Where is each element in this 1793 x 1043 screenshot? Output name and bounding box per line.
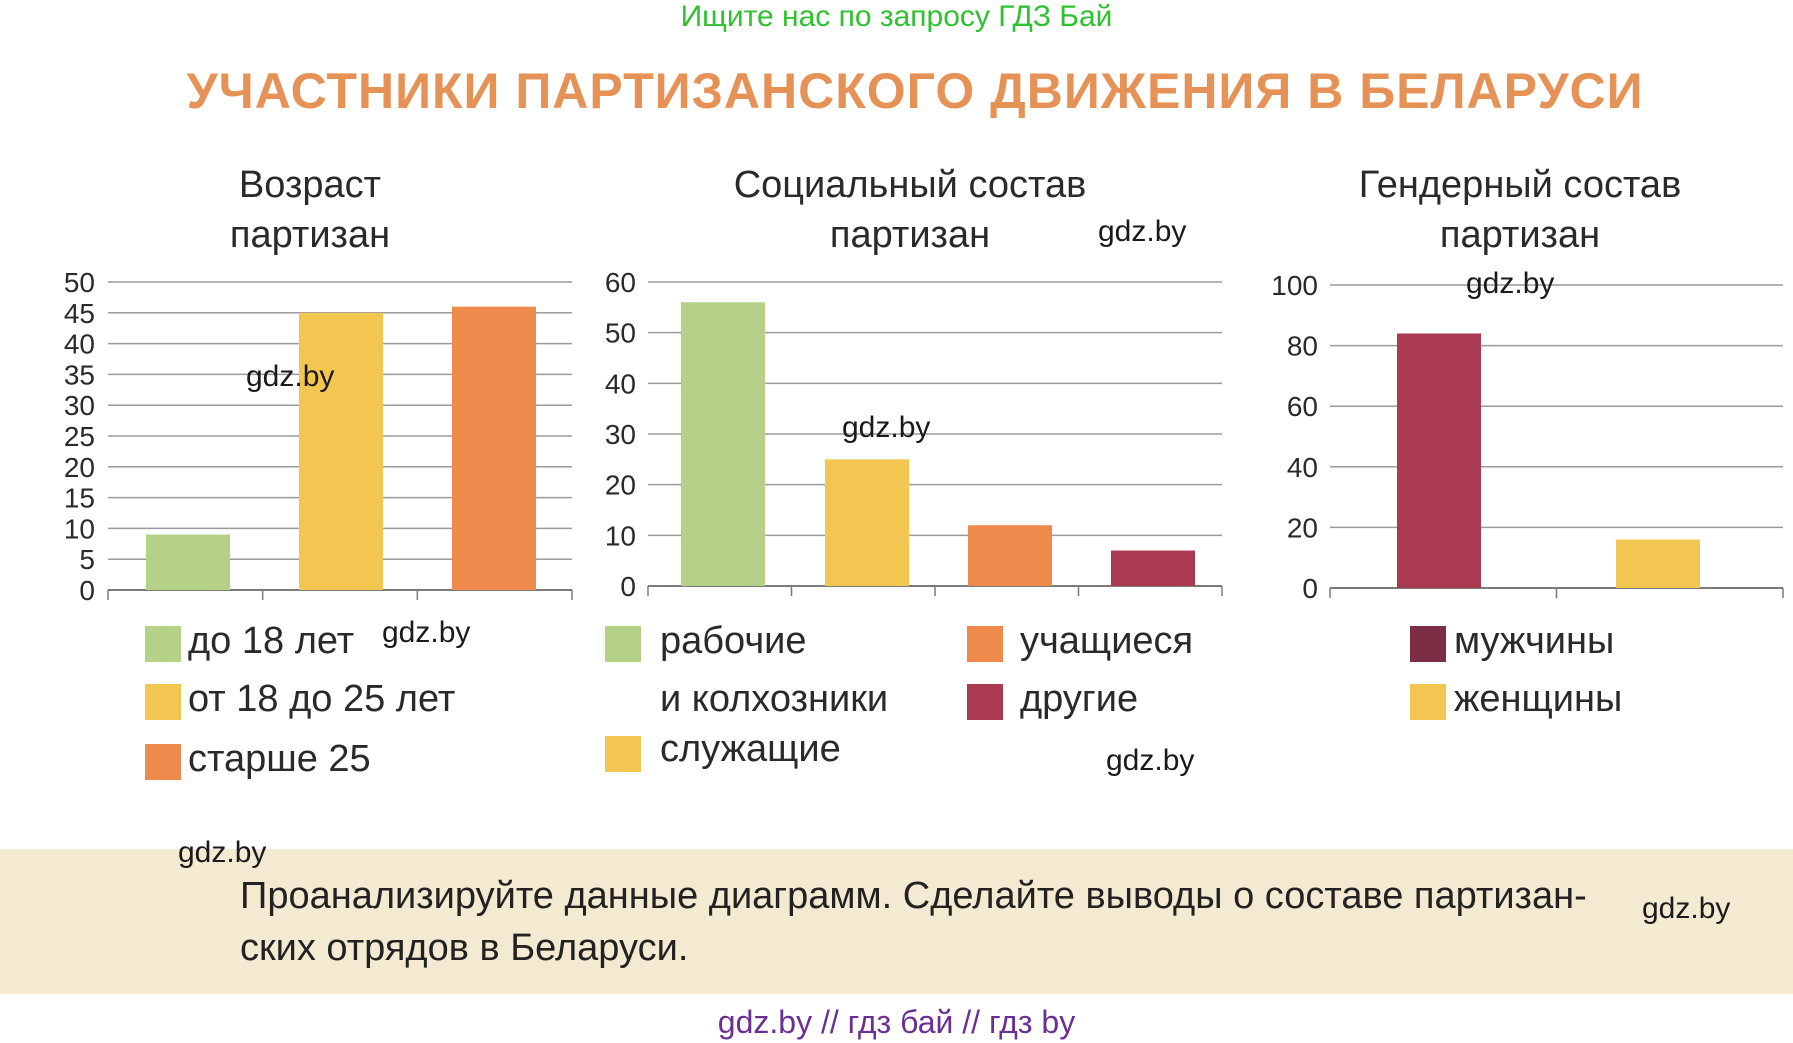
legend-swatch-men: [1410, 626, 1446, 662]
y-tick-label: 60: [1287, 391, 1318, 422]
y-tick-label: 30: [605, 419, 636, 450]
top-banner: Ищите нас по запросу ГДЗ Бай: [680, 0, 1113, 33]
y-tick-label: 40: [1287, 452, 1318, 483]
chart-social: 0 10 20 30 40 50 60: [605, 267, 1223, 602]
y-tick-label: 50: [605, 318, 636, 349]
y-tick-label: 100: [1271, 270, 1318, 301]
bar-до-18-лет: [146, 534, 230, 590]
chart-gender: 0 20 40 60 80 100: [1271, 270, 1784, 604]
legend-label-employees: служащие: [660, 728, 841, 770]
y-tick-label: 0: [620, 571, 636, 602]
footer-links: gdz.by // гдз бай // гдз by: [717, 1004, 1076, 1040]
y-tick-label: 20: [1287, 512, 1318, 543]
legend-swatch-age-over-25: [145, 744, 181, 780]
legend-label-men: мужчины: [1454, 620, 1615, 662]
bar-учащиеся: [968, 525, 1052, 586]
watermark: gdz.by: [246, 360, 335, 393]
chart-3-title: Гендерный состав партизан: [1310, 160, 1730, 260]
chart-2-title: Социальный состав партизан: [690, 160, 1130, 260]
task-box: [0, 849, 1793, 994]
legend-swatch-women: [1410, 684, 1446, 720]
watermark: gdz.by: [1106, 744, 1195, 777]
legend-swatch-age-18-25: [145, 684, 181, 720]
y-tick-label: 15: [64, 483, 95, 514]
bar-старше-25: [452, 306, 536, 590]
legend-label-others: другие: [1020, 678, 1139, 720]
y-tick-label: 35: [64, 359, 95, 390]
legend-label-age-over-25: старше 25: [188, 738, 371, 780]
watermark: gdz.by: [1642, 892, 1731, 925]
bar-рабочие: [681, 302, 765, 586]
bar-от-18-до-25-лет: [299, 312, 383, 590]
bar-другие: [1111, 550, 1195, 586]
legend-swatch-others: [967, 684, 1003, 720]
y-tick-label: 30: [64, 390, 95, 421]
y-tick-label: 0: [1302, 573, 1318, 604]
chart-1-title-line-2: партизан: [229, 214, 391, 256]
bar-мужчины: [1397, 333, 1481, 588]
watermark: gdz.by: [1098, 215, 1187, 248]
y-tick-label: 20: [605, 470, 636, 501]
y-tick-label: 25: [64, 421, 95, 452]
y-tick-label: 20: [64, 452, 95, 483]
legend-swatch-age-under-18: [145, 626, 181, 662]
chart-2-title-line-2: партизан: [829, 214, 991, 256]
legend-label-age-under-18: до 18 лет: [188, 620, 355, 662]
watermark: gdz.by: [382, 616, 471, 649]
chart-3-title-line-2: партизан: [1439, 214, 1601, 256]
page-title: УЧАСТНИКИ ПАРТИЗАНСКОГО ДВИЖЕНИЯ В БЕЛАР…: [186, 63, 1644, 119]
y-tick-label: 10: [605, 520, 636, 551]
y-tick-label: 40: [605, 368, 636, 399]
y-tick-label: 50: [64, 267, 95, 298]
y-tick-label: 0: [79, 575, 95, 606]
legend-swatch-workers: [605, 626, 641, 662]
task-text: Проанализируйте данные диаграмм. Сделайт…: [240, 875, 1587, 969]
y-tick-label: 45: [64, 298, 95, 329]
chart-3-title-line-1: Гендерный состав: [1358, 164, 1682, 206]
legend-label-students: учащиеся: [1020, 620, 1194, 662]
y-tick-label: 5: [79, 544, 95, 575]
chart-1-title-line-1: Возраст: [238, 164, 382, 206]
y-tick-label: 10: [64, 513, 95, 544]
legend-label-workers: рабочие: [660, 620, 807, 662]
watermark: gdz.by: [842, 411, 931, 444]
legend-swatch-students: [967, 626, 1003, 662]
legend-label-workers-line-2: и колхозники: [660, 678, 889, 720]
legend-label-women: женщины: [1454, 678, 1623, 720]
y-tick-label: 80: [1287, 331, 1318, 362]
bar-женщины: [1616, 539, 1700, 588]
y-tick-label: 60: [605, 267, 636, 298]
legend-swatch-employees: [605, 736, 641, 772]
watermark: gdz.by: [178, 836, 267, 869]
watermark: gdz.by: [1466, 267, 1555, 300]
y-tick-label: 40: [64, 329, 95, 360]
legend-label-age-18-25: от 18 до 25 лет: [188, 678, 456, 720]
chart-2-title-line-1: Социальный состав: [733, 164, 1087, 206]
bar-служащие: [825, 459, 909, 586]
chart-1-title: Возраст партизан: [110, 160, 510, 260]
